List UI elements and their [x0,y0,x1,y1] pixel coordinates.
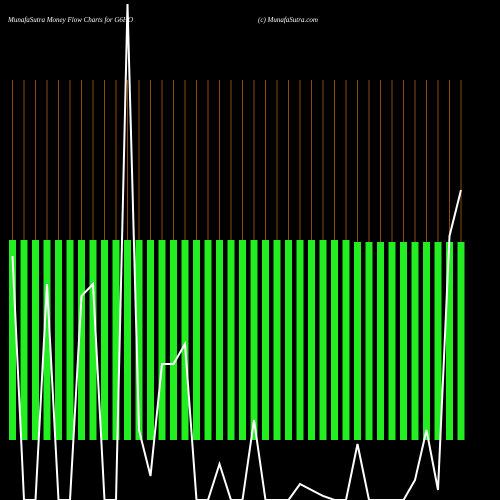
bar [204,240,212,440]
bar [32,240,39,440]
bar [78,240,85,440]
lines [11,3,462,500]
bar [9,240,16,440]
bar [112,240,120,440]
bar [55,240,62,440]
bar [250,240,258,440]
chart-subtitle: (c) MunafaSutra.com [258,16,318,24]
bar [89,240,97,440]
bar [319,240,327,440]
bar [158,240,166,440]
bar [423,242,430,440]
bar [434,242,442,440]
bar [377,242,384,440]
bar [400,242,407,440]
bar [124,240,131,440]
bar [239,240,246,440]
bars [9,240,465,440]
bar [181,240,189,440]
bar [66,240,74,440]
bar [296,240,304,440]
money-flow-line [11,3,462,500]
chart-title: MunafaSutra Money Flow Charts for G6HO [7,16,133,24]
bar [147,240,154,440]
bar [135,240,143,440]
bar [170,240,177,440]
bar [365,242,373,440]
bar [20,240,28,440]
bar [457,242,465,440]
bar [43,240,51,440]
bar [411,242,419,440]
bar [285,240,292,440]
bar [342,240,350,440]
bar [101,240,108,440]
bar [273,240,281,440]
bar [388,242,396,440]
bar [331,240,338,440]
bar [446,242,453,440]
bar [262,240,269,440]
bar [216,240,223,440]
bar [308,240,315,440]
bar [354,242,361,440]
bar [227,240,235,440]
bar [193,240,200,440]
